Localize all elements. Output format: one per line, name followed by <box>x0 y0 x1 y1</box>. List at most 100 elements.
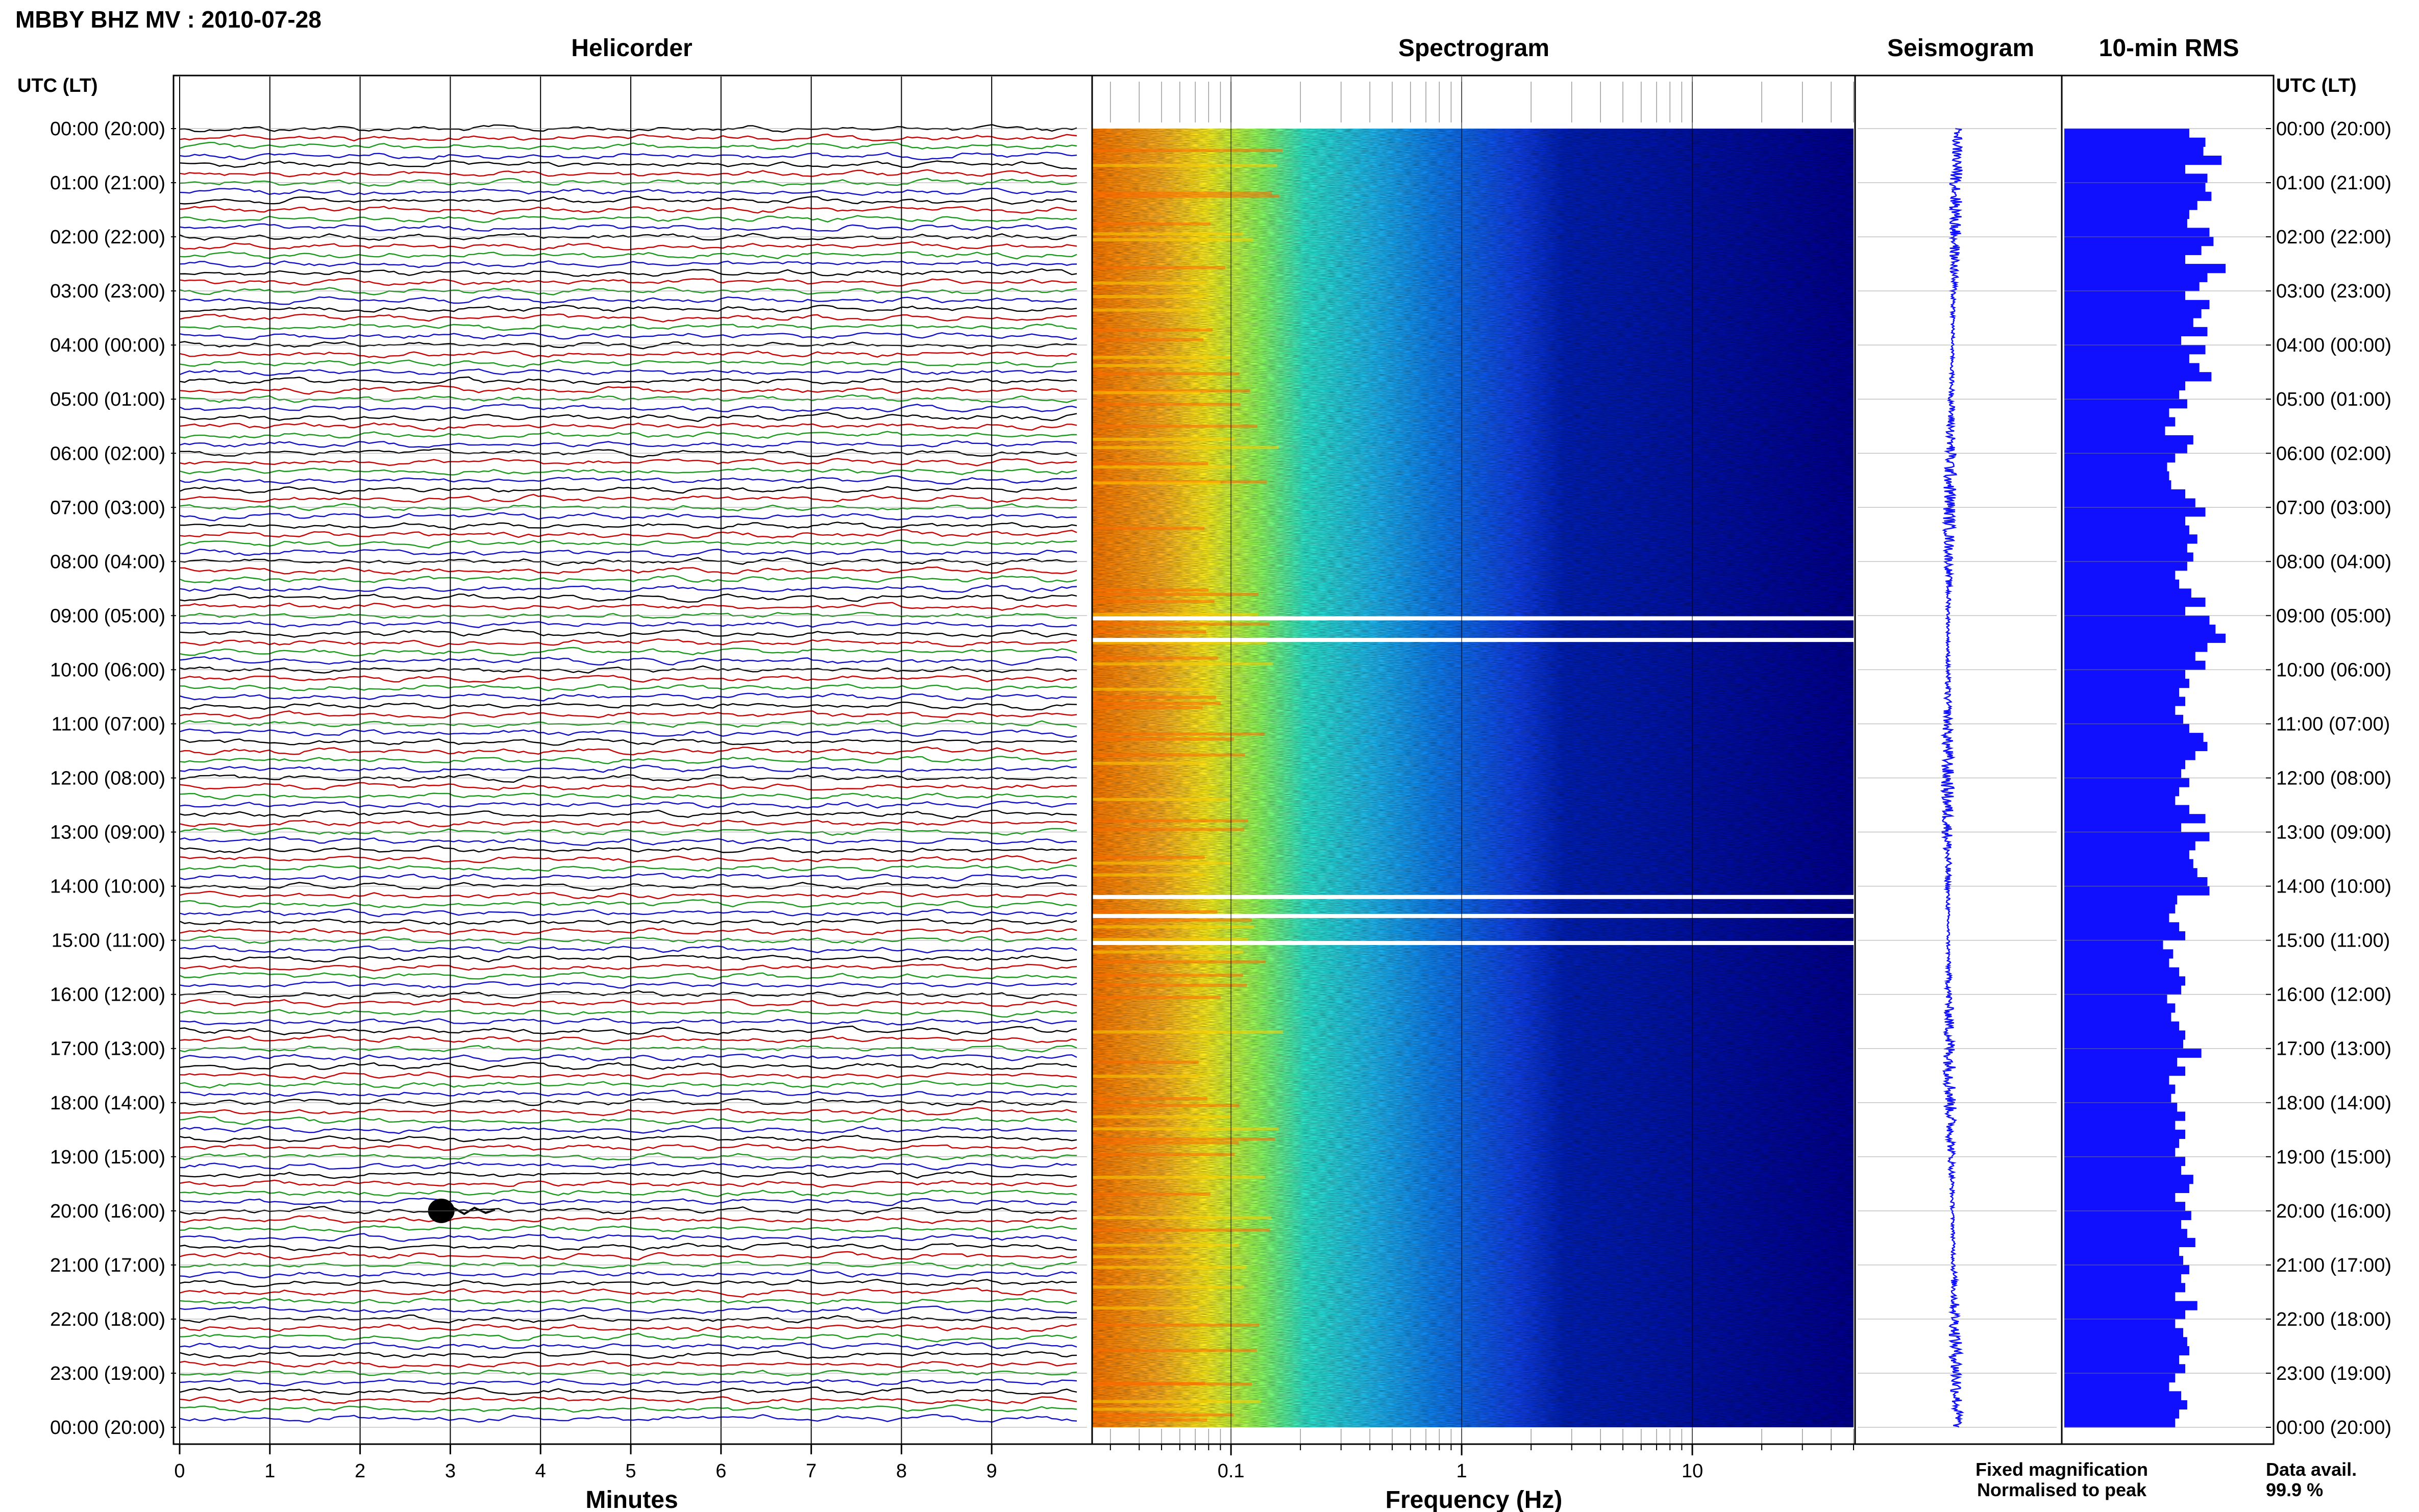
spectrogram-lowfreq-band <box>1092 338 1204 341</box>
helicorder-trace <box>179 656 1077 666</box>
station-title: MBBY BHZ MV : 2010-07-28 <box>15 6 322 33</box>
rms-bar <box>2064 886 2210 896</box>
helicorder-trace <box>179 1396 1077 1404</box>
helicorder-trace <box>179 998 1077 1008</box>
panel-frame <box>2061 75 2275 1445</box>
spectrogram-lowfreq-band <box>1092 191 1272 195</box>
helicorder-trace <box>179 475 1077 485</box>
rms-bar <box>2064 823 2182 833</box>
helicorder-trace <box>179 864 1077 872</box>
helicorder-trace <box>179 195 1077 205</box>
spectrogram-data-gap <box>1092 940 1854 945</box>
spectrogram-lowfreq-band <box>1092 753 1245 757</box>
helicorder-trace <box>179 1279 1077 1288</box>
helicorder-trace <box>179 990 1077 999</box>
helicorder-trace <box>179 529 1077 539</box>
rms-bar <box>2064 489 2185 499</box>
helicorder-trace <box>179 602 1077 611</box>
helicorder-trace <box>179 304 1077 313</box>
spectrogram-lowfreq-band <box>1092 798 1229 801</box>
spectrogram-lowfreq-band <box>1092 1414 1234 1417</box>
spectrogram-lowfreq-band <box>1092 1266 1246 1269</box>
spectrogram-lowfreq-band <box>1092 855 1205 859</box>
rms-bar <box>2064 724 2189 733</box>
spectrogram-lowfreq-band <box>1092 656 1218 660</box>
spectrogram-lowfreq-band <box>1092 925 1254 929</box>
spectrogram-lowfreq-band <box>1092 149 1283 153</box>
helicorder-trace <box>179 621 1077 628</box>
rms-bar <box>2064 958 2169 968</box>
rms-bar <box>2064 633 2226 643</box>
rms-bar <box>2064 345 2206 355</box>
rms-bar <box>2064 967 2180 977</box>
helicorder-trace <box>179 1332 1077 1343</box>
helicorder-trace <box>179 512 1077 522</box>
rms-bar <box>2064 679 2189 688</box>
helicorder-trace <box>179 548 1077 558</box>
rms-bar <box>2064 1391 2182 1401</box>
helicorder-trace <box>179 675 1077 683</box>
helicorder-trace <box>179 963 1077 972</box>
helicorder-trace <box>179 1125 1077 1134</box>
rms-bar <box>2064 687 2180 697</box>
spectrogram-lowfreq-band <box>1092 662 1273 666</box>
rms-bar <box>2064 444 2187 454</box>
helicorder-trace <box>179 1369 1077 1377</box>
legend-fixed-magnification: Fixed magnification <box>1976 1459 2148 1480</box>
rms-bar <box>2064 210 2189 219</box>
helicorder-trace <box>179 972 1077 980</box>
helicorder-trace <box>180 1161 1077 1171</box>
helicorder-trace <box>179 628 1077 638</box>
rms-bar <box>2064 642 2208 652</box>
helicorder-trace <box>179 647 1077 657</box>
utc-time-label-left: 19:00 (15:00) <box>50 1147 165 1168</box>
utc-time-label-left: 11:00 (07:00) <box>52 713 165 735</box>
spectrogram-lowfreq-band <box>1092 356 1232 359</box>
utc-time-label-left: 00:00 (20:00) <box>50 118 165 140</box>
rms-bar <box>2064 1364 2185 1374</box>
helicorder-trace <box>179 927 1077 935</box>
rms-bar <box>2064 543 2187 553</box>
helicorder-x-tick-label: 7 <box>806 1460 817 1482</box>
rms-bar <box>2064 552 2193 562</box>
helicorder-x-tick-label: 0 <box>174 1460 185 1482</box>
helicorder-trace <box>179 394 1077 403</box>
helicorder-trace <box>179 890 1077 900</box>
rms-bar <box>2064 940 2163 950</box>
rms-bar <box>2064 1220 2182 1229</box>
spectrogram-lowfreq-band <box>1092 861 1232 865</box>
helicorder-trace <box>179 566 1077 575</box>
rms-bar <box>2064 525 2189 535</box>
spectrogram-lowfreq-band <box>1092 1400 1261 1403</box>
helicorder-trace <box>179 1404 1077 1414</box>
utc-time-label-left: 20:00 (16:00) <box>50 1201 165 1222</box>
rms-bar <box>2064 670 2185 679</box>
utc-time-label-left: 23:00 (19:00) <box>50 1363 165 1384</box>
rms-bar <box>2064 137 2206 147</box>
helicorder-x-tick-label: 2 <box>355 1460 365 1482</box>
rms-bar <box>2064 245 2202 255</box>
rms-bar <box>2064 218 2187 228</box>
spectrogram-lowfreq-band <box>1092 983 1247 987</box>
helicorder-trace <box>179 801 1077 809</box>
rms-bar <box>2064 1012 2171 1022</box>
utc-time-label-left: 09:00 (05:00) <box>50 605 165 627</box>
rms-bar <box>2064 615 2210 625</box>
spectrogram-lowfreq-band <box>1092 1137 1275 1141</box>
time-axis: 00:00 (20:00) 00:00 (20:00) 01:00 (21:00) 0… <box>50 118 2391 1439</box>
rms-bar <box>2064 706 2176 715</box>
spectrogram-lowfreq-band <box>1092 462 1208 465</box>
rms-bar <box>2064 201 2198 210</box>
helicorder-trace <box>179 403 1077 413</box>
rms-bar <box>2064 462 2167 472</box>
helicorder-xlabel: Minutes <box>585 1486 678 1512</box>
helicorder-trace <box>179 845 1077 854</box>
rms-bar <box>2064 1328 2183 1337</box>
rms-bar <box>2064 1283 2185 1293</box>
helicorder-trace <box>179 206 1077 215</box>
helicorder-trace <box>179 260 1077 268</box>
helicorder-trace <box>179 935 1077 945</box>
spectrogram-lowfreq-band <box>1092 1382 1252 1386</box>
rms-bar <box>2064 1292 2176 1302</box>
